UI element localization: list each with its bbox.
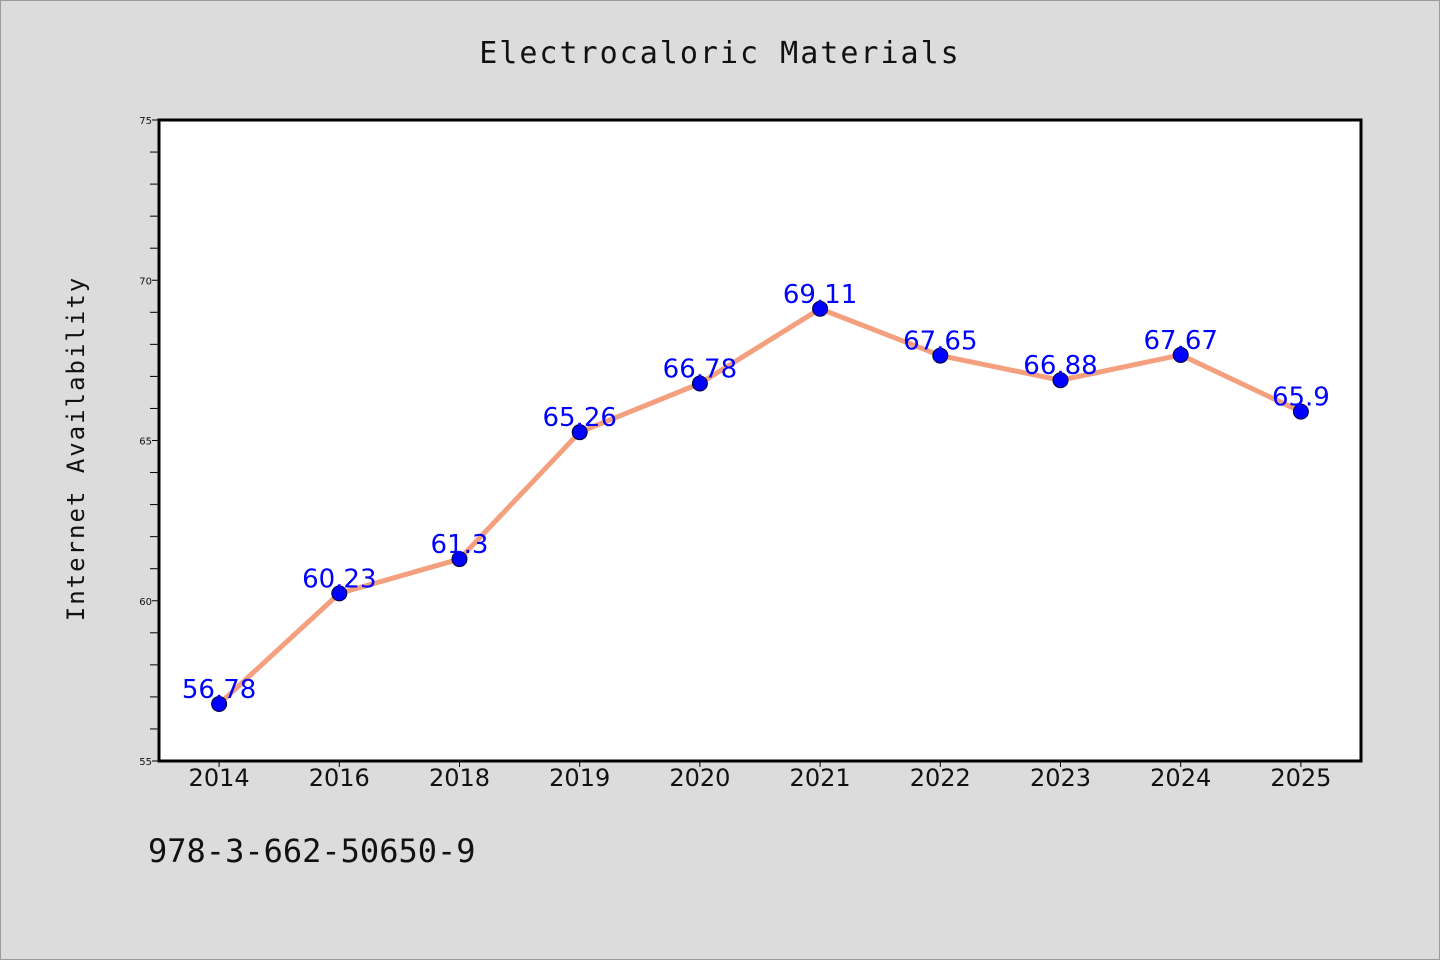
data-label: 56.78 xyxy=(182,675,256,705)
data-point xyxy=(691,375,708,392)
y-tick-label: 70 xyxy=(139,276,152,287)
data-point xyxy=(812,300,829,317)
y-tick-label: 75 xyxy=(139,116,152,127)
y-tick-label: 65 xyxy=(139,437,152,448)
data-label: 69.11 xyxy=(783,280,857,310)
data-labels: 56.78 60.23 61.3 65.26 66.78 69.11 67.65 66.88 6… xyxy=(182,280,1330,705)
data-label: 61.3 xyxy=(431,530,489,560)
x-tick-label: 2023 xyxy=(1030,764,1091,792)
y-tick-label: 60 xyxy=(139,597,152,608)
x-tick-label: 2016 xyxy=(309,764,370,792)
chart-title: Electrocaloric Materials xyxy=(479,36,960,71)
y-tick-label: 55 xyxy=(139,757,152,768)
data-point xyxy=(1292,403,1309,420)
x-tick-label: 2019 xyxy=(549,764,610,792)
isbn-text: 978-3-662-50650-9 xyxy=(148,832,476,870)
data-point xyxy=(571,424,588,441)
data-label: 60.23 xyxy=(302,564,376,594)
data-label: 65.26 xyxy=(542,403,616,433)
data-point xyxy=(1052,372,1069,389)
data-label: 67.65 xyxy=(903,327,977,357)
x-tick-label: 2014 xyxy=(189,764,250,792)
data-point xyxy=(451,551,468,568)
x-tick-label: 2021 xyxy=(790,764,851,792)
data-point xyxy=(1172,346,1189,363)
x-tick-label: 2025 xyxy=(1270,764,1331,792)
data-label: 67.67 xyxy=(1143,326,1217,356)
data-point xyxy=(331,585,348,602)
x-tick-label: 2022 xyxy=(910,764,971,792)
x-tick-label: 2024 xyxy=(1150,764,1211,792)
series-line xyxy=(217,306,1302,706)
data-label: 66.78 xyxy=(663,354,737,384)
data-point xyxy=(211,695,228,712)
data-markers xyxy=(211,300,1309,712)
data-point xyxy=(932,347,949,364)
y-axis: 55 60 65 70 75 xyxy=(139,116,159,768)
x-axis: 2014 2016 2018 2019 2020 2021 2022 2023 2024 2025 xyxy=(189,761,1331,792)
data-label: 65.9 xyxy=(1272,383,1330,413)
x-tick-label: 2018 xyxy=(429,764,490,792)
x-tick-label: 2020 xyxy=(669,764,730,792)
data-label: 66.88 xyxy=(1023,351,1097,381)
y-axis-label: Internet Availability xyxy=(62,276,90,621)
plot-area xyxy=(157,118,1363,763)
